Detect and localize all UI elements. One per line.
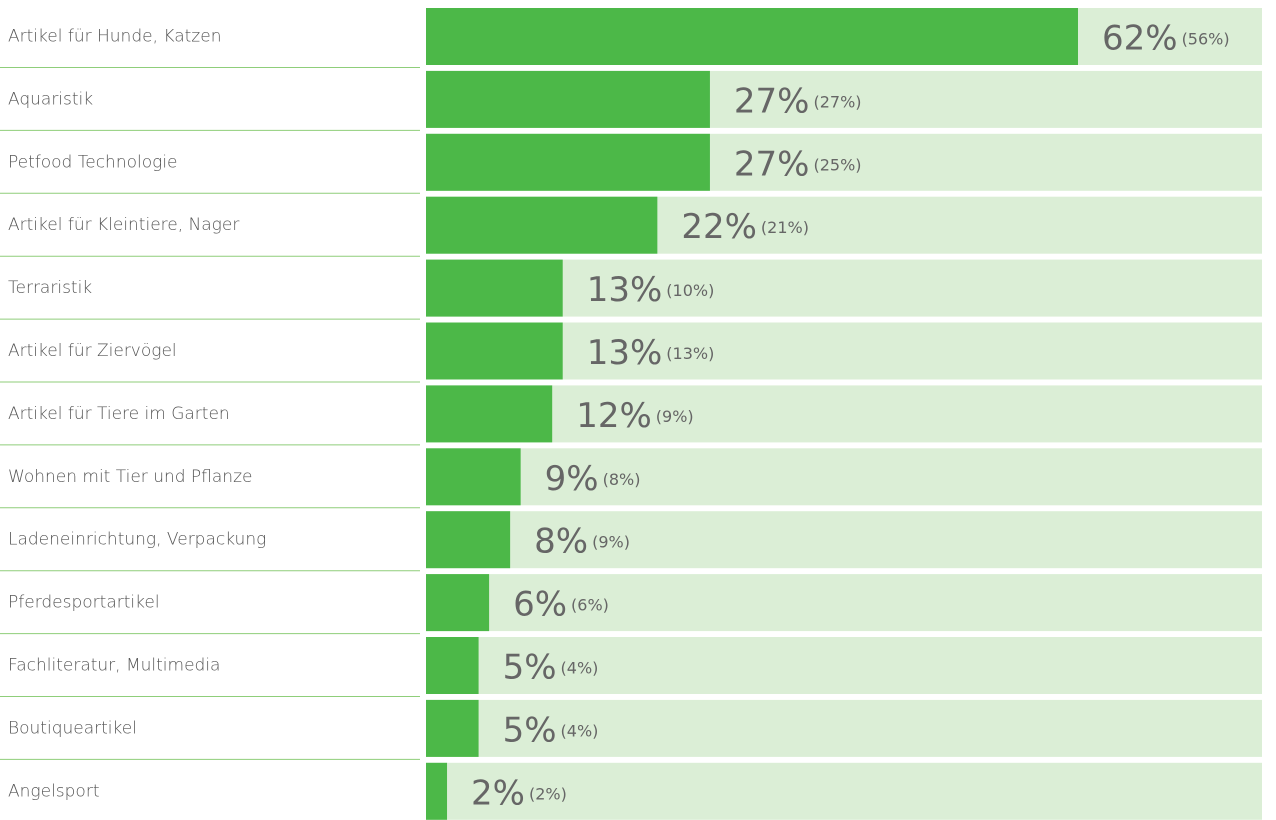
value-label: 13% (13%) [587,333,715,373]
category-label: Fachliteratur, Multimedia [8,656,220,676]
value-label-current: 27% [734,81,810,121]
value-label-current: 12% [576,395,652,435]
bar-track [426,511,1262,569]
value-label: 27% (27%) [734,81,862,121]
bar-track [426,637,1262,694]
value-label-previous: (25%) [814,155,862,174]
value-label-current: 9% [545,458,599,498]
value-label-previous: (2%) [529,784,567,803]
value-label-previous: (6%) [571,595,609,614]
value-label-current: 27% [734,144,810,184]
category-label: Ladeneinrichtung, Verpackung [8,530,266,550]
value-label-previous: (8%) [603,469,641,488]
value-label-previous: (4%) [561,721,599,740]
bar [426,699,479,757]
value-label-previous: (9%) [592,532,630,551]
value-label-current: 13% [587,270,663,310]
bar [426,385,553,443]
bar [426,448,521,506]
category-label: Wohnen mit Tier und Pflanze [8,467,252,487]
category-label: Petfood Technologie [8,152,178,172]
value-label: 6% (6%) [513,584,609,624]
bar-track [426,699,1262,757]
bar-track [426,574,1262,632]
bar [426,196,658,254]
category-label: Terraristik [8,278,92,298]
bar-track [426,259,1262,317]
bar-track [426,385,1262,443]
bar-track [426,322,1262,380]
category-label: Angelsport [8,781,100,801]
value-label-current: 6% [513,584,567,624]
value-label-current: 22% [681,207,757,247]
category-label: Aquaristik [8,89,93,109]
value-label-previous: (9%) [656,406,694,425]
bar [426,574,490,632]
category-label: Artikel für Tiere im Garten [8,404,230,424]
value-label-previous: (13%) [666,344,714,363]
value-label: 12% (9%) [576,395,693,435]
bar-track [426,448,1262,506]
bar [426,133,710,191]
bar [426,511,511,569]
bar [426,70,710,128]
bar [426,762,448,820]
value-label: 27% (25%) [734,144,862,184]
value-label-current: 62% [1102,18,1178,58]
category-label: Boutiqueartikel [8,718,137,738]
bar-track [426,762,1262,820]
value-label: 9% (8%) [545,458,641,498]
bar [426,637,479,694]
bar [426,259,563,317]
value-label: 5% (4%) [503,647,599,687]
value-label-previous: (56%) [1182,29,1230,48]
category-label: Artikel für Hunde, Katzen [8,27,221,47]
value-label-current: 8% [534,521,588,561]
value-label-previous: (21%) [761,218,809,237]
value-label-current: 2% [471,773,525,813]
category-label: Pferdesportartikel [8,593,160,613]
value-label: 8% (9%) [534,521,630,561]
category-label: Artikel für Kleintiere, Nager [8,215,239,235]
value-label-previous: (27%) [814,92,862,111]
value-label-current: 13% [587,333,663,373]
value-label: 22% (21%) [681,207,809,247]
value-label-previous: (4%) [561,658,599,677]
value-label: 2% (2%) [471,773,567,813]
value-label-current: 5% [503,710,557,750]
bar [426,322,563,380]
value-label-previous: (10%) [666,281,714,300]
value-label: 13% (10%) [587,270,715,310]
value-label-current: 5% [503,647,557,687]
category-label: Artikel für Ziervögel [8,341,177,361]
value-label: 62% (56%) [1102,18,1230,58]
bar [426,8,1078,65]
value-label: 5% (4%) [503,710,599,750]
